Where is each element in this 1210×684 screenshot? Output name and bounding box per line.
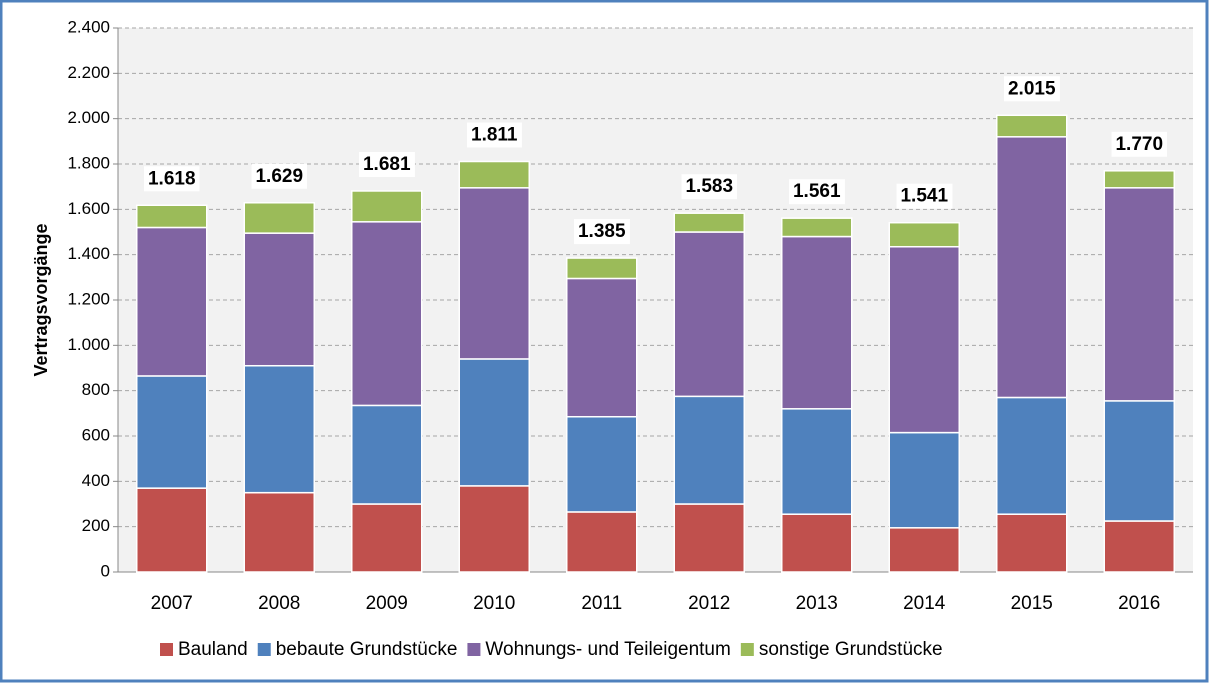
total-label: 1.811 xyxy=(471,125,518,146)
bar-segment xyxy=(351,221,423,407)
bar-segment xyxy=(243,491,315,573)
bar-segment xyxy=(1103,187,1175,402)
y-tick-label: 1.200 xyxy=(67,289,110,308)
bar-segment xyxy=(458,160,530,189)
y-tick-label: 1.400 xyxy=(67,244,110,263)
y-tick-label: 1.000 xyxy=(67,335,110,354)
bar-segment xyxy=(996,114,1068,138)
y-tick-label: 2.400 xyxy=(67,17,110,36)
y-tick-label: 600 xyxy=(82,425,110,444)
y-tick-label: 0 xyxy=(101,561,110,580)
legend-label: Wohnungs- und Teileigentum xyxy=(485,639,730,660)
x-tick-label: 2015 xyxy=(1011,593,1053,614)
bar-segment xyxy=(1103,400,1175,522)
y-tick-label: 2.200 xyxy=(67,63,110,82)
bar-segment xyxy=(243,364,315,494)
total-label-bg xyxy=(467,122,522,148)
total-label: 1.618 xyxy=(148,168,196,189)
y-axis-label: Vertragsvorgänge xyxy=(31,223,51,376)
legend-label: bebaute Grundstücke xyxy=(276,639,458,660)
y-tick-label: 2.000 xyxy=(67,108,110,127)
total-label: 1.770 xyxy=(1115,134,1163,155)
bar-segment xyxy=(781,408,853,515)
bar-segment xyxy=(136,487,208,573)
bar-segment xyxy=(673,212,745,233)
total-label-bg xyxy=(573,219,630,245)
bar-segment xyxy=(136,226,208,377)
bar-segment xyxy=(781,235,853,410)
bar-segment xyxy=(673,231,745,398)
bar-segment xyxy=(566,277,638,418)
bar-segment xyxy=(458,485,530,573)
bar-segment xyxy=(1103,170,1175,189)
x-tick-label: 2010 xyxy=(473,593,515,614)
bar-segment xyxy=(996,513,1068,573)
bar-segment xyxy=(888,527,960,573)
total-label: 1.583 xyxy=(685,176,733,197)
total-label-bg xyxy=(1111,131,1168,157)
total-label: 1.629 xyxy=(255,166,303,187)
total-label-bg xyxy=(681,174,738,200)
bar-segment xyxy=(888,431,960,529)
x-tick-label: 2016 xyxy=(1118,593,1160,614)
bar-segment xyxy=(781,513,853,573)
x-tick-label: 2014 xyxy=(903,593,946,614)
bar-segment xyxy=(351,190,423,223)
total-label-bg xyxy=(251,163,308,189)
total-label: 2.015 xyxy=(1008,78,1056,99)
bar-segment xyxy=(673,395,745,505)
y-tick-label: 800 xyxy=(82,380,110,399)
bar-segment xyxy=(888,221,960,248)
bar-segment xyxy=(458,187,530,360)
total-label-bg xyxy=(1003,76,1060,102)
legend-swatch xyxy=(257,643,271,656)
bar-segment xyxy=(566,415,638,513)
bar-segment xyxy=(136,375,208,489)
bar-segment xyxy=(136,204,208,229)
bar-segment xyxy=(996,136,1068,399)
bar-segment xyxy=(351,404,423,505)
total-label-bg xyxy=(788,179,845,205)
x-tick-label: 2007 xyxy=(151,593,193,614)
legend-label: Bauland xyxy=(178,639,248,660)
total-label-bg xyxy=(358,151,415,177)
total-label: 1.541 xyxy=(900,186,948,207)
bar-segment xyxy=(243,202,315,234)
legend-swatch xyxy=(467,643,481,656)
legend-label: sonstige Grundstücke xyxy=(759,639,943,660)
x-tick-label: 2011 xyxy=(581,593,622,614)
bar-segment xyxy=(458,358,530,487)
bar-segment xyxy=(243,232,315,367)
y-tick-label: 1.800 xyxy=(67,153,110,172)
total-label: 1.385 xyxy=(578,221,626,242)
bar-segment xyxy=(888,245,960,434)
x-tick-label: 2009 xyxy=(366,593,408,614)
total-label-bg xyxy=(896,183,953,209)
bar-segment xyxy=(1103,520,1175,573)
legend-swatch xyxy=(160,643,173,656)
x-tick-label: 2008 xyxy=(258,593,300,614)
bar-segment xyxy=(781,217,853,238)
total-label: 1.561 xyxy=(793,181,841,202)
total-label: 1.681 xyxy=(363,154,411,175)
bar-segment xyxy=(351,503,423,573)
bar-segment xyxy=(566,511,638,573)
x-tick-label: 2013 xyxy=(796,593,838,614)
total-label-bg xyxy=(143,166,200,192)
y-tick-label: 1.600 xyxy=(67,199,110,218)
y-tick-label: 400 xyxy=(82,471,110,490)
x-tick-label: 2012 xyxy=(688,593,730,614)
bar-segment xyxy=(566,257,638,280)
bar-segment xyxy=(673,503,745,573)
legend-swatch xyxy=(740,643,754,656)
y-tick-label: 200 xyxy=(82,516,110,535)
bar-segment xyxy=(996,396,1068,515)
